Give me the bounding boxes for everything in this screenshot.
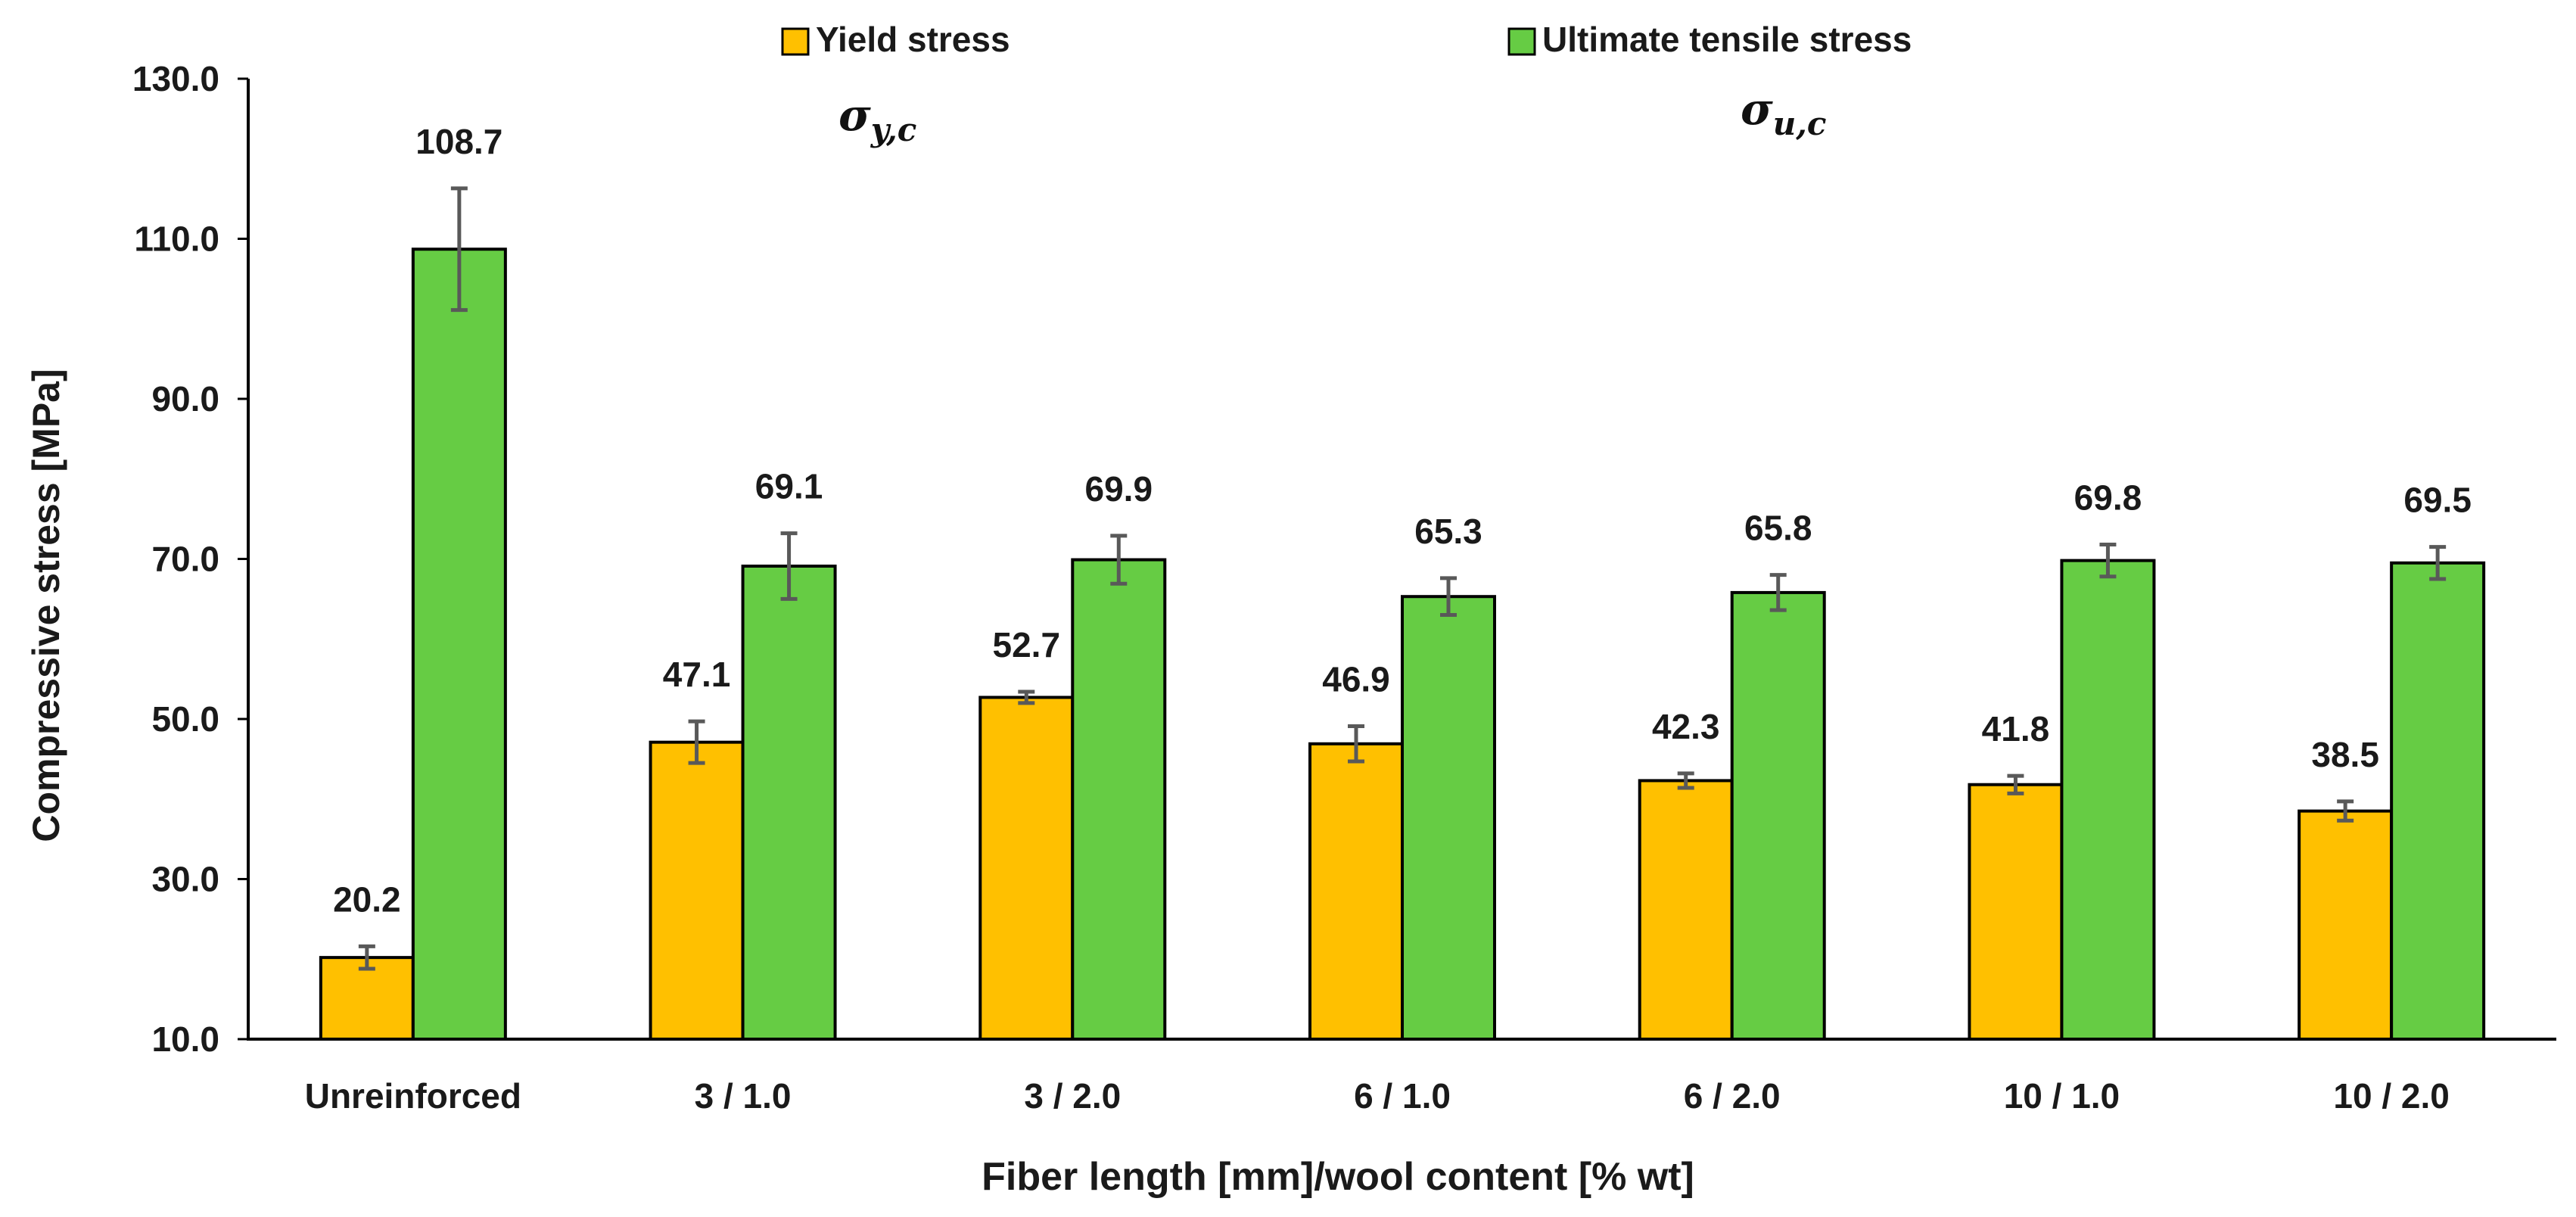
bar-yield-2 <box>978 696 1075 1041</box>
legend: Yield stress Ultimate tensile stress <box>781 20 1912 59</box>
x-tick-label: 6 / 2.0 <box>1684 1076 1781 1116</box>
bar-ultimate-1 <box>741 565 837 1041</box>
value-label-yield-5: 41.8 <box>1982 709 2050 749</box>
error-bar-yield-0 <box>358 944 375 971</box>
error-bar-yield-6 <box>2337 799 2354 823</box>
error-bar-yield-2 <box>1018 689 1035 705</box>
value-labels: 20.2 108.7 47.1 69.1 52.7 69.9 46.9 65.3 42.3 65.… <box>333 122 2472 919</box>
series-symbols: σy,c σu,c <box>838 83 1827 148</box>
legend-label-ultimate: Ultimate tensile stress <box>1542 20 1912 59</box>
value-label-ultimate-5: 69.8 <box>2074 478 2142 517</box>
value-label-ultimate-3: 65.3 <box>1414 512 1482 551</box>
error-bar-ultimate-5 <box>2099 542 2117 579</box>
x-tick-label: 10 / 2.0 <box>2333 1076 2449 1116</box>
bar-ultimate-3 <box>1401 595 1496 1041</box>
bar-ultimate-4 <box>1730 590 1826 1041</box>
y-tick-label: 30.0 <box>151 860 219 899</box>
x-tick-label: Unreinforced <box>305 1076 521 1116</box>
error-bar-yield-5 <box>2007 773 2024 795</box>
value-label-ultimate-0: 108.7 <box>415 122 502 161</box>
error-bar-ultimate-1 <box>780 531 798 601</box>
value-label-ultimate-2: 69.9 <box>1085 469 1153 509</box>
y-tick-label: 10.0 <box>151 1019 219 1059</box>
x-axis-title: Fiber length [mm]/wool content [% wt] <box>982 1155 1694 1199</box>
bar-yield-4 <box>1638 779 1734 1041</box>
y-tick-label: 110.0 <box>134 219 219 259</box>
error-bar-ultimate-4 <box>1769 573 1787 612</box>
x-axis-labels: Unreinforced 3 / 1.0 3 / 2.0 6 / 1.0 6 / 2.0… <box>305 1076 2450 1116</box>
bar-yield-1 <box>649 740 745 1041</box>
value-label-ultimate-1: 69.1 <box>755 467 823 506</box>
value-label-yield-2: 52.7 <box>993 625 1061 665</box>
x-tick-label: 3 / 2.0 <box>1024 1076 1121 1116</box>
y-axis-title: Compressive stress [MPa] <box>25 369 67 842</box>
x-tick-label: 3 / 1.0 <box>695 1076 792 1116</box>
error-bar-yield-1 <box>688 719 705 765</box>
legend-swatch-yield <box>781 27 810 56</box>
error-bar-ultimate-2 <box>1110 534 1128 586</box>
error-bar-ultimate-3 <box>1440 576 1457 618</box>
bar-ultimate-5 <box>2060 559 2156 1041</box>
legend-swatch-ultimate <box>1507 27 1536 56</box>
y-tick-label: 70.0 <box>151 540 219 579</box>
legend-label-yield: Yield stress <box>816 20 1010 59</box>
bar-ultimate-6 <box>2390 561 2486 1041</box>
x-tick-label: 6 / 1.0 <box>1354 1076 1451 1116</box>
value-label-ultimate-4: 65.8 <box>1744 509 1812 548</box>
bar-yield-6 <box>2298 809 2394 1041</box>
x-tick-label: 10 / 1.0 <box>2004 1076 2120 1116</box>
error-bar-yield-4 <box>1677 771 1694 790</box>
value-label-ultimate-6: 69.5 <box>2403 481 2472 520</box>
bar-yield-3 <box>1308 742 1404 1041</box>
value-label-yield-6: 38.5 <box>2311 735 2379 774</box>
y-tick-label: 130.0 <box>132 59 219 98</box>
value-label-yield-3: 46.9 <box>1322 660 1390 699</box>
y-tick-label: 90.0 <box>151 379 219 419</box>
symbol-yield: σy,c <box>838 89 916 148</box>
error-bars <box>358 186 2447 971</box>
value-label-yield-4: 42.3 <box>1652 707 1720 746</box>
bar-ultimate-0 <box>411 247 507 1041</box>
error-bar-ultimate-0 <box>450 186 468 313</box>
error-bar-yield-3 <box>1348 724 1364 764</box>
bar-ultimate-2 <box>1071 558 1167 1041</box>
bar-yield-5 <box>1968 783 2064 1041</box>
error-bar-ultimate-6 <box>2429 545 2447 581</box>
value-label-yield-0: 20.2 <box>333 879 401 919</box>
value-label-yield-1: 47.1 <box>663 655 731 694</box>
y-tick-label: 50.0 <box>151 699 219 739</box>
y-axis-ticks: 10.0 30.0 50.0 70.0 90.0 110.0 130.0 <box>132 59 248 1059</box>
symbol-ultimate: σu,c <box>1741 83 1827 142</box>
